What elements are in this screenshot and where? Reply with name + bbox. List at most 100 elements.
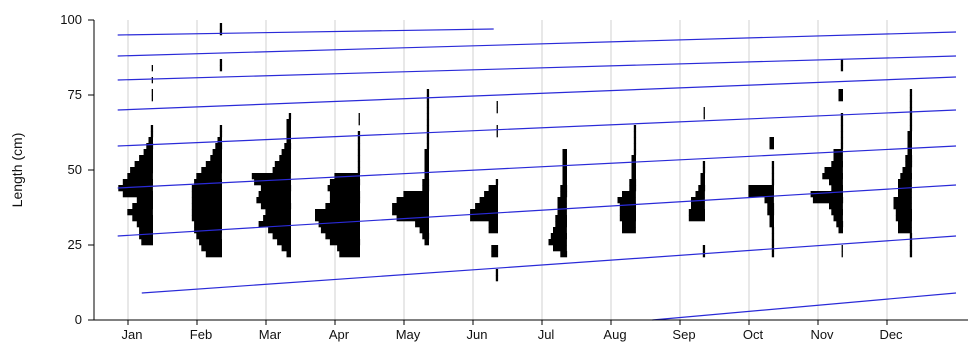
frequency-bar-dec bbox=[895, 215, 912, 222]
frequency-bar-mar bbox=[265, 209, 291, 216]
frequency-bar-oct bbox=[769, 137, 774, 144]
frequency-bar-jul bbox=[560, 185, 568, 192]
frequency-bar-apr bbox=[315, 215, 360, 222]
frequency-bar-mar bbox=[286, 251, 291, 258]
frequency-bar-jan bbox=[134, 161, 153, 168]
frequency-bar-mar bbox=[286, 119, 291, 126]
frequency-bar-apr bbox=[329, 179, 361, 186]
frequency-bar-nov bbox=[838, 89, 843, 96]
frequency-bar-may bbox=[415, 221, 429, 228]
frequency-bar-oct bbox=[769, 221, 774, 228]
frequency-bar-nov bbox=[840, 125, 844, 132]
frequency-bar-jan bbox=[130, 167, 153, 174]
frequency-bar-mar bbox=[284, 143, 292, 150]
frequency-bar-aug bbox=[633, 143, 637, 150]
frequency-bar-aug bbox=[631, 167, 636, 174]
frequency-bar-jan bbox=[150, 131, 154, 138]
frequency-bar-sep bbox=[702, 245, 706, 252]
frequency-bar-apr bbox=[358, 119, 360, 126]
frequency-bar-feb bbox=[205, 251, 222, 258]
frequency-bar-apr bbox=[329, 239, 361, 246]
frequency-bar-may bbox=[426, 113, 430, 120]
frequency-bar-aug bbox=[633, 125, 637, 132]
frequency-bar-jan bbox=[146, 143, 154, 150]
frequency-bar-feb bbox=[194, 179, 222, 186]
frequency-bar-nov bbox=[840, 59, 844, 66]
frequency-bar-jul bbox=[562, 167, 567, 174]
frequency-bar-oct bbox=[771, 161, 775, 168]
frequency-bar-mar bbox=[258, 191, 291, 198]
frequency-bar-mar bbox=[281, 245, 291, 252]
frequency-bar-jan bbox=[127, 173, 153, 180]
frequency-bar-jul bbox=[557, 197, 567, 204]
frequency-bar-may bbox=[426, 131, 430, 138]
x-tick-label-jun: Jun bbox=[467, 327, 488, 342]
frequency-bar-nov bbox=[833, 215, 843, 222]
frequency-bar-dec bbox=[907, 137, 912, 144]
frequency-bar-dec bbox=[902, 167, 912, 174]
frequency-bar-apr bbox=[339, 251, 360, 258]
frequency-bar-apr bbox=[320, 227, 360, 234]
frequency-bar-jan bbox=[127, 209, 153, 216]
frequency-bar-mar bbox=[260, 185, 292, 192]
frequency-bar-apr bbox=[357, 131, 361, 138]
frequency-bar-sep bbox=[700, 173, 705, 180]
frequency-bar-jul bbox=[548, 239, 567, 246]
frequency-bar-may bbox=[424, 167, 429, 174]
frequency-bar-apr bbox=[357, 143, 361, 150]
frequency-bar-nov bbox=[829, 203, 843, 210]
frequency-bar-dec bbox=[898, 179, 912, 186]
growth-curve-3 bbox=[117, 55, 957, 81]
frequency-bar-feb bbox=[219, 65, 223, 72]
frequency-bar-nov bbox=[840, 119, 844, 126]
growth-curve-8 bbox=[141, 235, 957, 294]
frequency-bar-feb bbox=[205, 161, 222, 168]
growth-curve-2 bbox=[117, 31, 957, 57]
frequency-bar-jul bbox=[562, 161, 567, 168]
frequency-bar-may bbox=[424, 239, 429, 246]
frequency-bar-jul bbox=[553, 245, 567, 252]
frequency-bar-oct bbox=[767, 203, 775, 210]
frequency-bar-dec bbox=[898, 221, 912, 228]
y-tick-label: 0 bbox=[75, 312, 82, 327]
frequency-bar-jul bbox=[555, 221, 567, 228]
frequency-bar-sep bbox=[695, 191, 705, 198]
frequency-bar-jun bbox=[495, 269, 499, 276]
frequency-bar-jul bbox=[550, 233, 567, 240]
frequency-bar-feb bbox=[196, 233, 222, 240]
frequency-bar-jul bbox=[562, 179, 567, 186]
frequency-bar-may bbox=[392, 209, 429, 216]
frequency-bar-may bbox=[426, 101, 430, 108]
frequency-bar-dec bbox=[909, 251, 913, 258]
frequency-bar-mar bbox=[288, 113, 292, 120]
frequency-bar-jun bbox=[488, 185, 498, 192]
frequency-bar-aug bbox=[633, 131, 637, 138]
frequency-bar-jun bbox=[491, 251, 499, 258]
x-tick-label-may: May bbox=[396, 327, 421, 342]
frequency-bar-jun bbox=[495, 275, 499, 282]
frequency-bar-aug bbox=[619, 215, 636, 222]
frequency-bar-dec bbox=[905, 155, 913, 162]
frequency-bar-oct bbox=[771, 239, 775, 246]
x-tick-label-oct: Oct bbox=[743, 327, 764, 342]
frequency-bar-apr bbox=[357, 161, 361, 168]
x-tick-label-apr: Apr bbox=[329, 327, 350, 342]
frequency-bar-aug bbox=[622, 221, 636, 228]
x-tick-label-nov: Nov bbox=[810, 327, 834, 342]
frequency-bar-dec bbox=[909, 119, 913, 126]
frequency-bar-may bbox=[392, 203, 429, 210]
frequency-bar-may bbox=[422, 179, 430, 186]
frequency-bar-sep bbox=[700, 179, 705, 186]
frequency-bar-nov bbox=[829, 179, 843, 186]
frequency-bar-jan bbox=[151, 77, 153, 84]
growth-curve-4 bbox=[117, 76, 957, 111]
frequency-bar-dec bbox=[905, 161, 913, 168]
frequency-bar-feb bbox=[194, 221, 222, 228]
frequency-bar-jul bbox=[562, 173, 567, 180]
growth-curve-5 bbox=[117, 109, 957, 147]
frequency-bar-jan bbox=[151, 95, 153, 102]
frequency-bar-mar bbox=[274, 161, 291, 168]
frequency-bar-feb bbox=[191, 209, 222, 216]
frequency-bar-jul bbox=[553, 227, 567, 234]
